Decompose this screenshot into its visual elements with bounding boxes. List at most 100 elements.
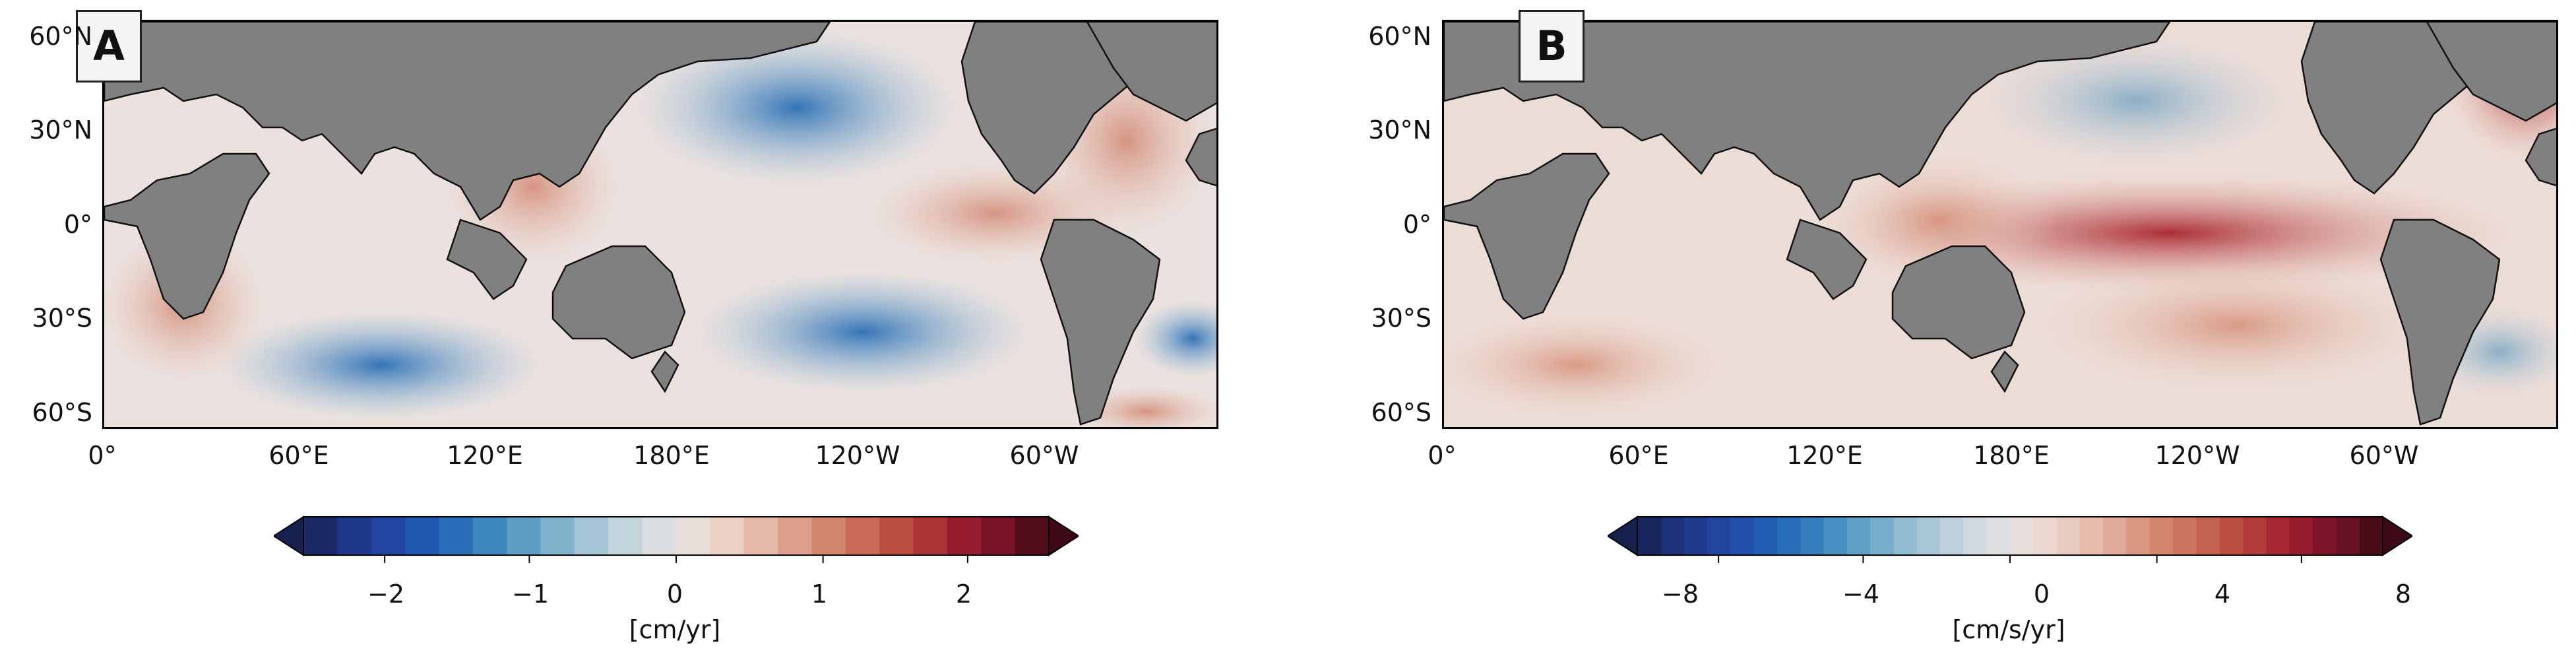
panel-b: B 60°N 30°N 0° 30°S 60°S 0° 60°E 120°E 1…	[1288, 0, 2576, 666]
lat-label-0: 0°	[63, 210, 92, 239]
map-b-canvas	[1444, 22, 2556, 427]
colorbar-bin	[303, 517, 338, 555]
colorbar-a-tick-label: −1	[511, 580, 550, 609]
colorbar-bin	[1776, 517, 1801, 555]
land-a	[104, 22, 1216, 426]
lat-label-30s: 30°S	[1371, 304, 1431, 333]
lon-label-0: 0°	[88, 441, 117, 470]
colorbar-bin	[2196, 517, 2220, 555]
colorbar-bin	[608, 517, 643, 555]
colorbar-bin	[1823, 517, 1848, 555]
map-a-canvas	[104, 22, 1216, 427]
colorbar-b-tick-label: 8	[2395, 580, 2412, 609]
colorbar-bin	[676, 517, 710, 555]
colorbar-bin	[2313, 517, 2337, 555]
lat-label-60n: 60°N	[29, 22, 92, 51]
anomaly-south-indian-a	[216, 309, 546, 421]
panel-letter-a: A	[76, 10, 142, 83]
colorbar-bin	[2103, 517, 2127, 555]
colorbar-bin	[2056, 517, 2081, 555]
colorbar-extend-max	[1048, 516, 1079, 556]
colorbar-bin	[1753, 517, 1778, 555]
colorbar-bin	[981, 517, 1016, 555]
colorbar-bin	[1916, 517, 1941, 555]
colorbar-bin	[1707, 517, 1731, 555]
colorbar-bin	[1940, 517, 1964, 555]
lon-label-60w: 60°W	[2349, 441, 2419, 470]
colorbar-b-tick-label: −8	[1661, 580, 1699, 609]
colorbar-bin	[405, 517, 439, 555]
lon-label-60e: 60°E	[1608, 441, 1669, 470]
colorbar-bin	[574, 517, 609, 555]
colorbar-bin	[2010, 517, 2034, 555]
colorbar-bin	[2173, 517, 2197, 555]
colorbar-a-unit-label: [cm/yr]	[629, 615, 721, 644]
lat-label-60n: 60°N	[1368, 22, 1431, 51]
lon-label-120e: 120°E	[1786, 441, 1863, 470]
colorbar-bin	[2336, 517, 2360, 555]
lon-label-60e: 60°E	[268, 441, 329, 470]
lon-label-0: 0°	[1428, 441, 1457, 470]
map-b	[1442, 20, 2558, 429]
lat-label-0: 0°	[1402, 210, 1431, 239]
panel-a: A 60°N 30°N 0° 30°S 60°S 0° 60°E 120°E 1…	[29, 10, 1218, 644]
lon-label-120w: 120°W	[815, 441, 900, 470]
colorbar-bin	[2149, 517, 2174, 555]
colorbar-bin	[778, 517, 812, 555]
lon-label-180e: 180°E	[633, 441, 710, 470]
colorbar-bin	[1846, 517, 1871, 555]
colorbar-bin	[439, 517, 474, 555]
anomaly-south-pacific-a	[691, 269, 1034, 395]
anomaly-north-pacific-b	[1978, 35, 2295, 167]
colorbar-extend-min	[274, 516, 304, 556]
colorbar-bin	[642, 517, 677, 555]
colorbar-bin	[540, 517, 575, 555]
anomaly-south-pacific-b	[2038, 259, 2434, 391]
lon-label-60w: 60°W	[1009, 441, 1079, 470]
lon-label-120e: 120°E	[447, 441, 523, 470]
lat-label-30n: 30°N	[29, 116, 92, 145]
anomaly-south-indian-b	[1444, 312, 1721, 418]
lat-label-60s: 60°S	[1371, 398, 1431, 427]
colorbar-a-tick-label: 0	[666, 580, 683, 609]
colorbar-b-unit-label: [cm/s/yr]	[1952, 615, 2065, 644]
colorbar-bin	[2219, 517, 2244, 555]
anomaly-maritime-continent-b	[1820, 154, 2058, 286]
anomaly-south-atlantic-a	[1133, 299, 1216, 378]
colorbar-bin	[1893, 517, 1918, 555]
colorbar-bin	[1683, 517, 1708, 555]
colorbar-bin	[2266, 517, 2290, 555]
colorbar-bin	[811, 517, 846, 555]
colorbar-bin	[1637, 517, 1661, 555]
map-a	[102, 20, 1218, 429]
colorbar-bin	[845, 517, 880, 555]
colorbar-bin	[472, 517, 507, 555]
colorbar-a-tick-label: −2	[367, 580, 405, 609]
colorbar-bin	[507, 517, 542, 555]
lon-label-180e: 180°E	[1973, 441, 2050, 470]
colorbar-bin	[2126, 517, 2151, 555]
colorbar-bin	[743, 517, 778, 555]
colorbar-bin	[879, 517, 914, 555]
colorbar-b-tick-label: 4	[2214, 580, 2231, 609]
colorbar-b-tick-label: 0	[2033, 580, 2050, 609]
colorbar-bin	[1015, 517, 1050, 555]
colorbar-bin	[1730, 517, 1755, 555]
anomaly-north-pacific-a	[632, 28, 962, 187]
land-b	[1444, 22, 2556, 426]
colorbar-bin	[1870, 517, 1894, 555]
lat-label-30s: 30°S	[32, 304, 92, 333]
colorbar-bin	[1986, 517, 2011, 555]
lat-label-60s: 60°S	[32, 398, 92, 427]
colorbar-bin	[1660, 517, 1685, 555]
colorbar-b-tick-label: −4	[1842, 580, 1880, 609]
panel-letter-b: B	[1519, 10, 1585, 83]
colorbar-extend-max	[2382, 516, 2412, 556]
colorbar-a-tick-label: 2	[955, 580, 972, 609]
colorbar-bin	[2289, 517, 2313, 555]
colorbar-bin	[2079, 517, 2104, 555]
colorbar-bin	[371, 517, 406, 555]
colorbar-extend-min	[1608, 516, 1638, 556]
colorbar-bin	[1963, 517, 1988, 555]
lat-label-30n: 30°N	[1368, 116, 1431, 145]
